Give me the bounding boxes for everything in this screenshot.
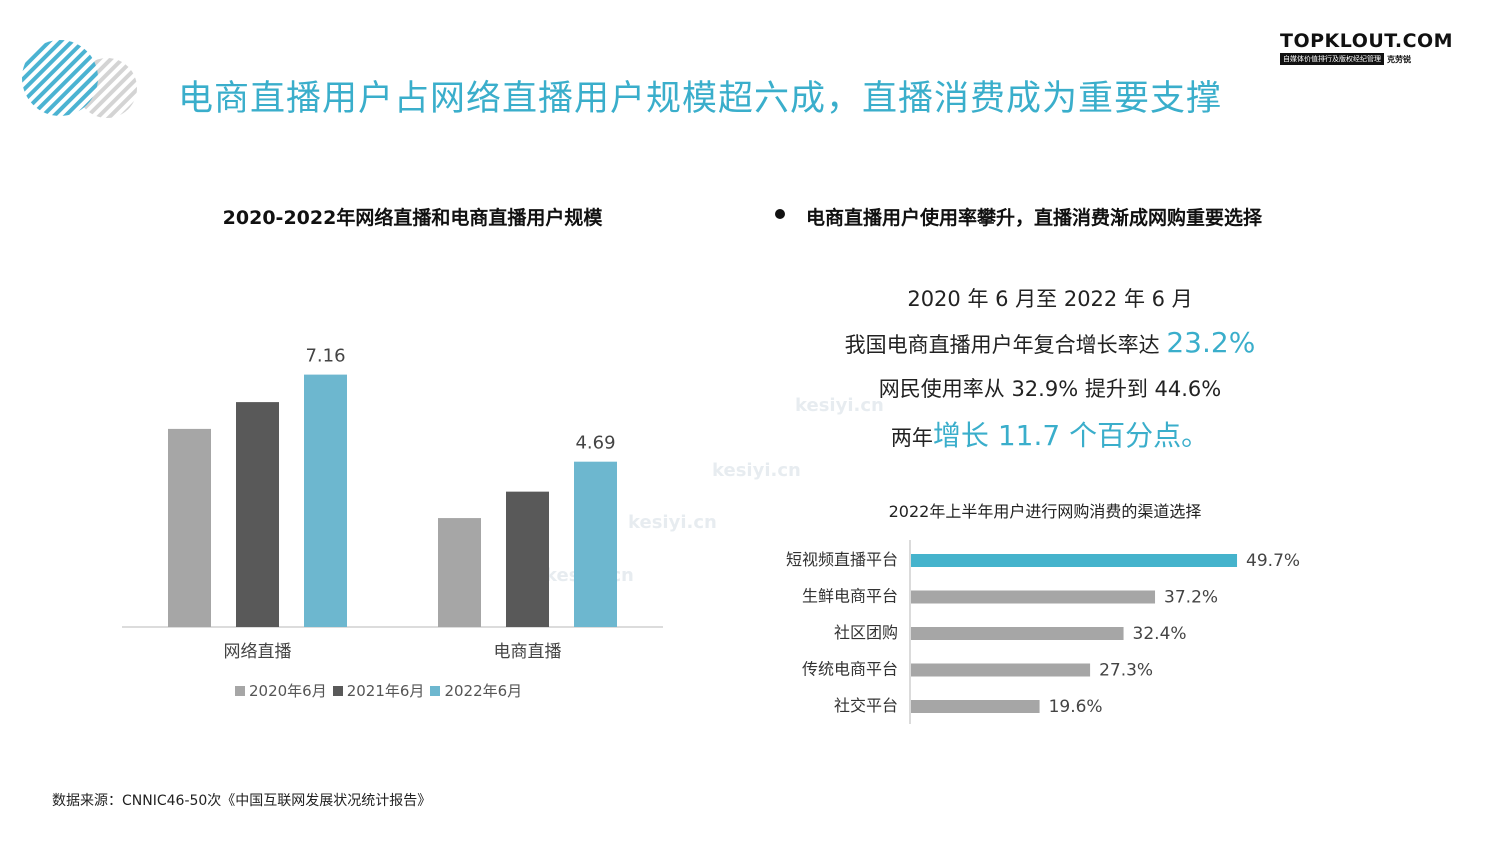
highlight-increase: 两年增长 11.7 个百分点。 (800, 414, 1300, 454)
watermark-text: kesiyi.cn (712, 460, 801, 481)
increase-value: 增长 11.7 个百分点。 (932, 419, 1210, 452)
hbar-value-label: 19.6% (1049, 697, 1103, 717)
user-scale-bar-chart: 7.16 网络直播 4.69 电商直播 (122, 346, 663, 662)
legend-item: 2022年6月 (430, 680, 522, 701)
logo-wordmark: TOPKLOUT.COM (1280, 30, 1454, 52)
channel-hbar-chart: 短视频直播平台 49.7% 生鲜电商平台 37.2% 社区团购 32.4% 传统电商平台 27… (786, 540, 1300, 724)
bar-chart-title: 2020-2022年网络直播和电商直播用户规模 (222, 207, 603, 229)
hbar-value-label: 27.3% (1099, 661, 1153, 681)
bullet-dot (775, 209, 785, 219)
hbar-value-label: 37.2% (1164, 588, 1218, 608)
decorative-circles (22, 40, 137, 118)
increase-label: 两年 (890, 426, 933, 450)
watermark-text: kesiyi.cn (628, 512, 717, 533)
hbar-category-label: 短视频直播平台 (786, 550, 898, 569)
hbar-category-label: 社区团购 (834, 623, 898, 642)
hbar-category-label: 生鲜电商平台 (802, 587, 898, 606)
hbar-3 (911, 663, 1091, 677)
category-label: 网络直播 (224, 642, 292, 662)
legend-swatch (332, 685, 343, 696)
brand-logo: TOPKLOUT.COM 自媒体价值排行及版权经纪管理 克劳锐 (1280, 30, 1462, 65)
highlight-usage-rate: 网民使用率从 32.9% 提升到 44.6% (878, 377, 1222, 401)
data-source-note: 数据来源：CNNIC46-50次《中国互联网发展状况统计报告》 (52, 793, 432, 809)
logo-tagline: 自媒体价值排行及版权经纪管理 (1280, 53, 1384, 65)
hbar-4 (911, 700, 1040, 713)
bar-0-0 (168, 428, 211, 627)
legend-item: 2021年6月 (332, 680, 425, 701)
bar-1-1 (506, 491, 549, 627)
legend-label: 2021年6月 (346, 682, 425, 700)
hbar-category-label: 社交平台 (834, 696, 898, 715)
hbar-value-label: 32.4% (1133, 624, 1187, 644)
right-panel-title: 电商直播用户使用率攀升，直播消费渐成网购重要选择 (806, 207, 1263, 229)
logo-subline: 自媒体价值排行及版权经纪管理 克劳锐 (1280, 53, 1462, 65)
data-label: 4.69 (575, 433, 615, 454)
growth-rate-label: 我国电商直播用户年复合增长率达 (844, 333, 1167, 357)
hbar-category-label: 传统电商平台 (802, 660, 898, 679)
hbar-1 (911, 590, 1156, 604)
highlight-growth-rate: 我国电商直播用户年复合增长率达 23.2% (800, 326, 1300, 359)
category-label: 电商直播 (494, 642, 562, 662)
hbar-value-label: 49.7% (1246, 551, 1300, 571)
hbar-2 (911, 627, 1124, 640)
legend-swatch (430, 685, 441, 696)
bar-1-0 (438, 518, 481, 627)
legend-item: 2020年6月 (235, 680, 327, 701)
watermark-text: kesiyi.cn (795, 395, 884, 416)
chart-legend: 2020年6月 2021年6月 2022年6月 (235, 680, 528, 701)
legend-swatch (235, 685, 245, 696)
legend-label: 2022年6月 (444, 682, 523, 700)
channel-chart-title: 2022年上半年用户进行网购消费的渠道选择 (888, 502, 1202, 521)
data-label: 7.16 (305, 346, 345, 367)
growth-rate-value: 23.2% (1166, 326, 1256, 359)
bar-1-2 (574, 461, 617, 627)
logo-brand: 克劳锐 (1387, 54, 1411, 64)
page-title: 电商直播用户占网络直播用户规模超六成，直播消费成为重要支撑 (178, 79, 1223, 119)
hbar-0 (911, 554, 1238, 567)
legend-label: 2020年6月 (249, 682, 327, 700)
bar-0-2 (304, 374, 347, 627)
highlight-period: 2020 年 6 月至 2022 年 6 月 (907, 287, 1193, 311)
bar-0-1 (236, 402, 279, 627)
